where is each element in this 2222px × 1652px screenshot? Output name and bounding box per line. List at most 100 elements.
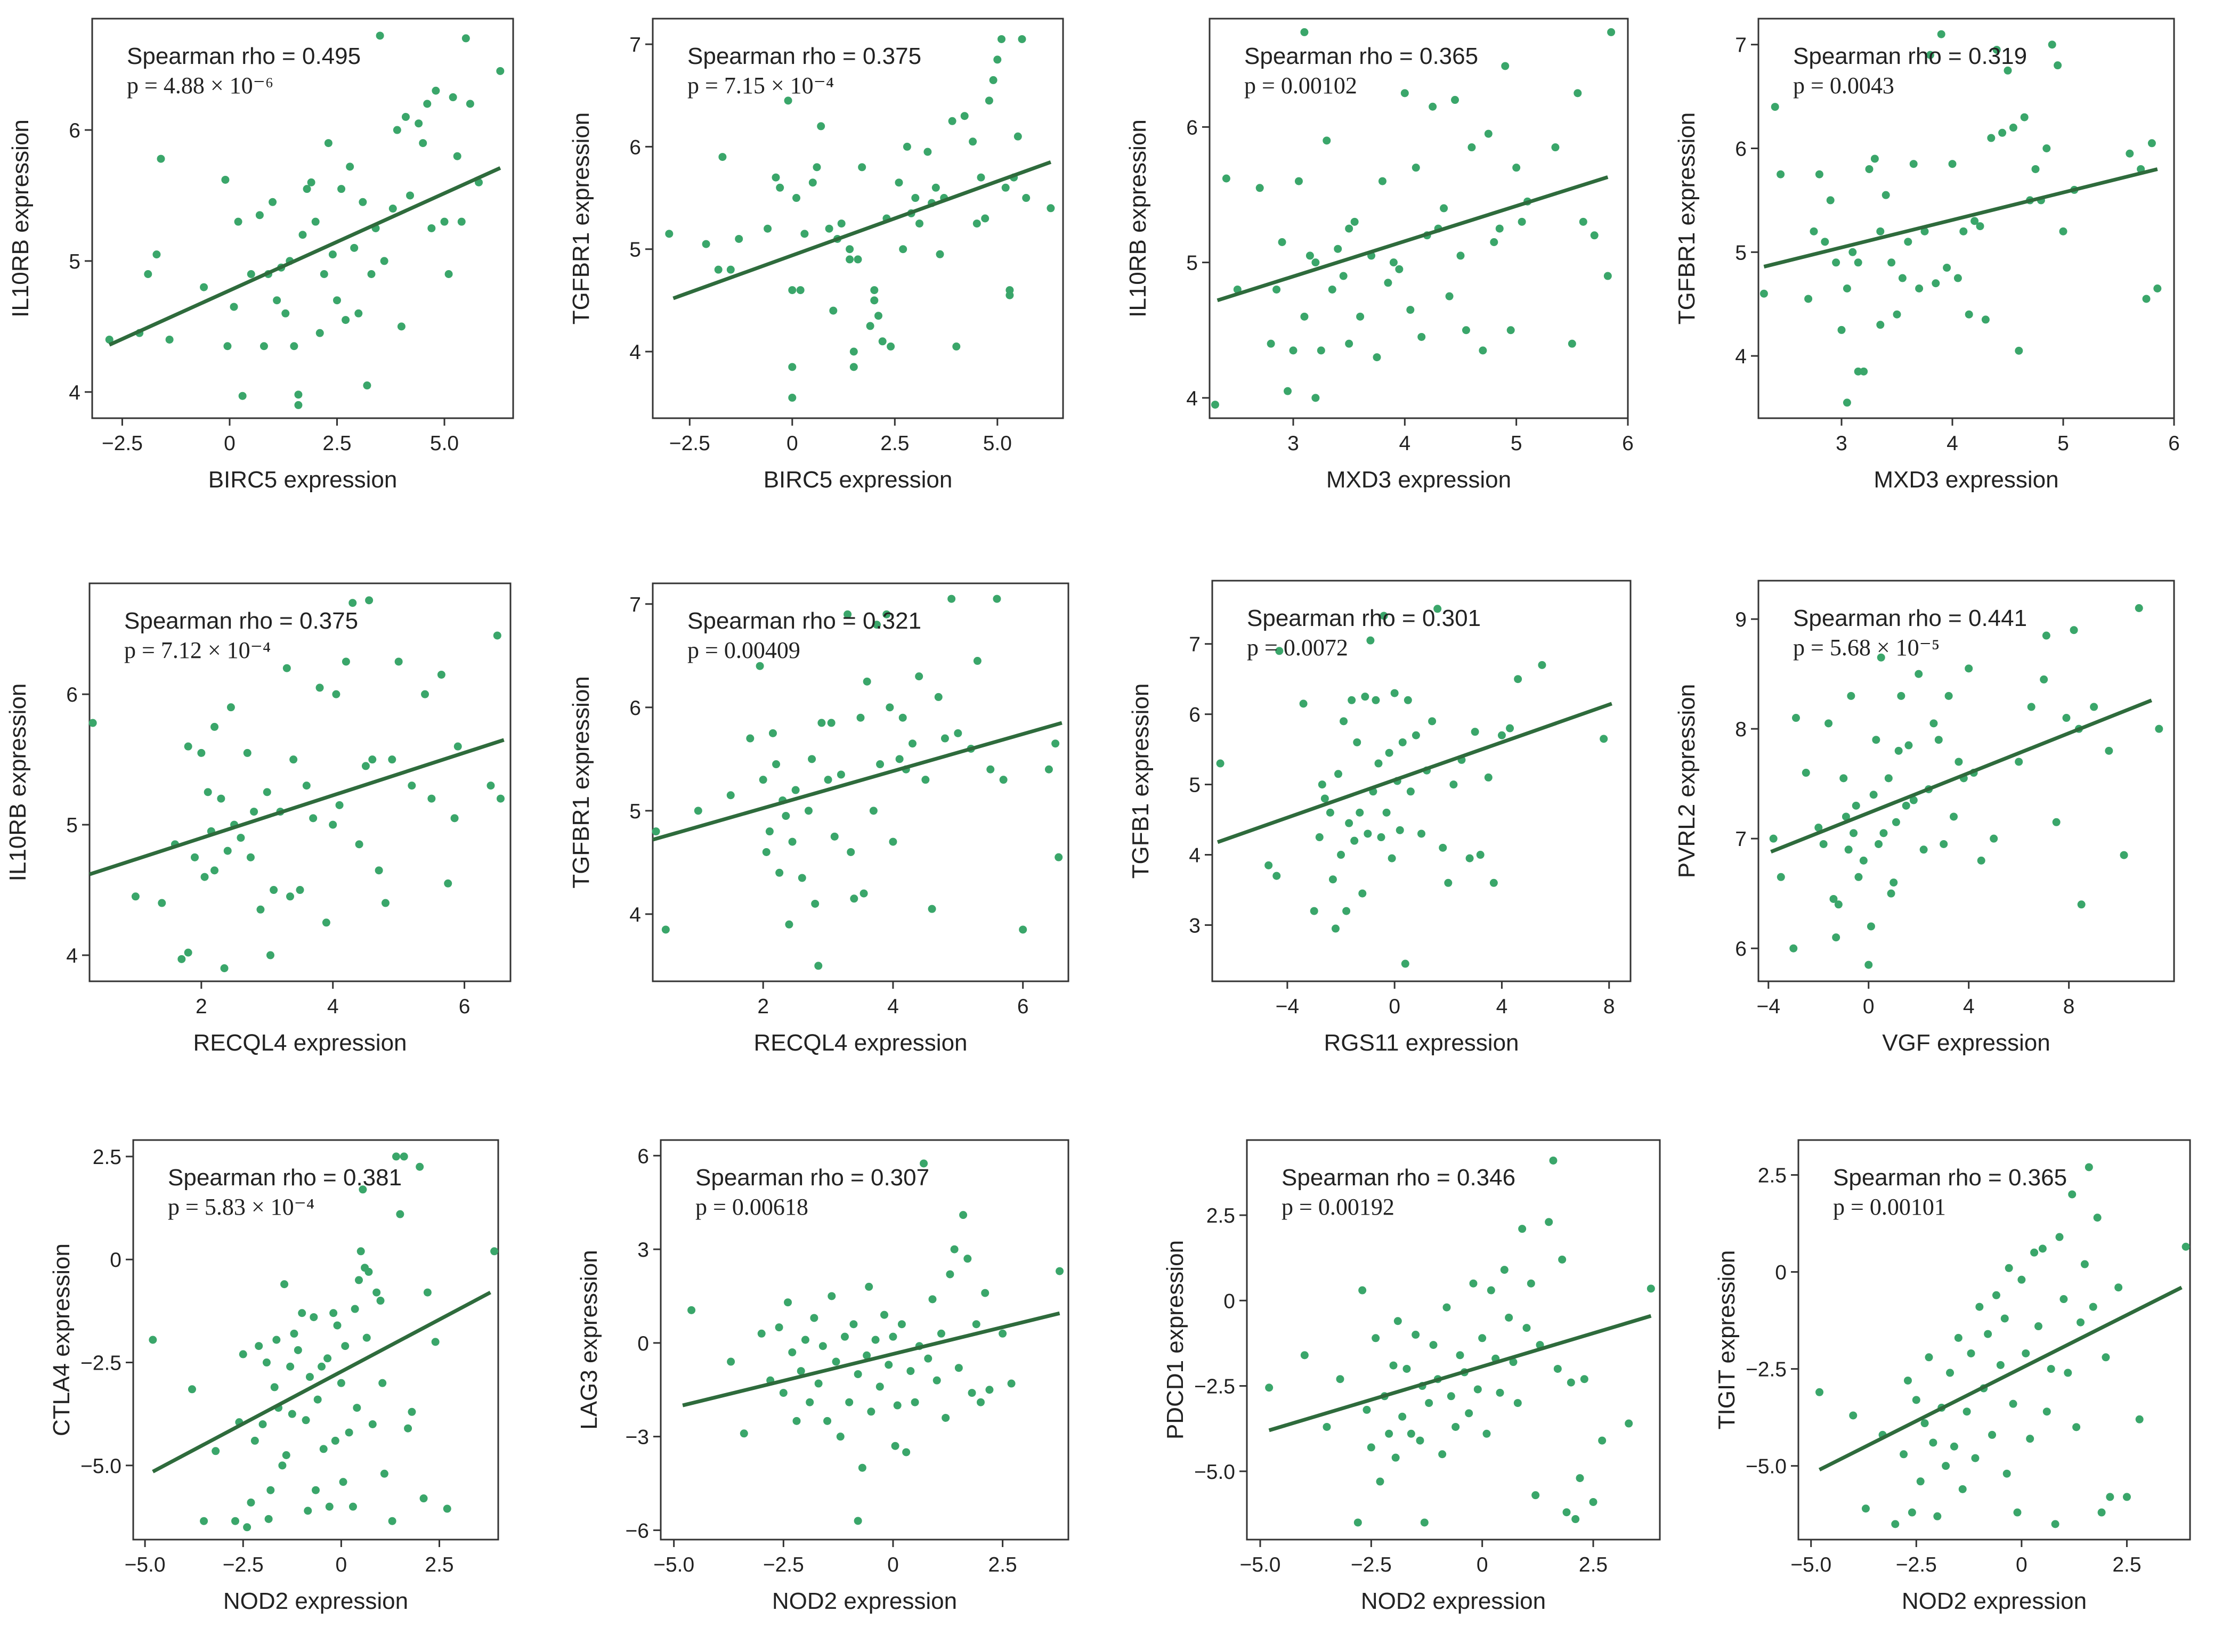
- regression-line: [1217, 175, 1609, 303]
- plot-frame: [1209, 18, 1629, 419]
- data-point: [1837, 325, 1846, 334]
- x-axis-label: RECQL4 expression: [753, 1030, 967, 1056]
- data-point: [1937, 30, 1945, 38]
- data-point: [392, 1152, 400, 1161]
- data-point: [902, 1448, 911, 1456]
- data-point: [238, 392, 247, 400]
- data-point: [2153, 284, 2162, 292]
- x-tick-label: 0: [336, 1553, 347, 1576]
- data-point: [923, 148, 932, 156]
- data-point: [1590, 231, 1599, 240]
- data-point: [1988, 1430, 1997, 1439]
- data-point: [239, 1350, 247, 1358]
- data-point: [1882, 191, 1890, 199]
- y-tick-label: 4: [1735, 345, 1747, 368]
- data-point: [1337, 851, 1345, 859]
- data-point: [1967, 1349, 1975, 1357]
- data-point: [1894, 746, 1903, 755]
- data-point: [2080, 1260, 2089, 1268]
- data-point: [885, 1361, 893, 1369]
- data-point: [920, 1159, 928, 1168]
- x-tick-label: 0: [2016, 1553, 2028, 1576]
- data-point: [1336, 1375, 1344, 1384]
- data-point: [1854, 367, 1862, 376]
- data-point: [849, 347, 858, 356]
- y-tick-label: −5.0: [1194, 1461, 1235, 1484]
- data-point: [1814, 824, 1823, 832]
- data-point: [1506, 724, 1514, 733]
- data-point: [1538, 661, 1546, 669]
- data-point: [2009, 1399, 2017, 1408]
- data-point: [453, 152, 461, 160]
- data-point: [1912, 1396, 1920, 1404]
- data-point: [223, 847, 232, 855]
- data-point: [2042, 144, 2051, 153]
- data-point: [1842, 812, 1850, 821]
- data-point: [2102, 1353, 2110, 1362]
- data-point: [204, 788, 212, 796]
- data-point: [999, 776, 1008, 784]
- data-point: [687, 1306, 696, 1314]
- data-point: [1404, 696, 1412, 704]
- x-tick-label: −5.0: [653, 1553, 694, 1576]
- data-point: [1884, 774, 1893, 783]
- x-tick-label: 2.5: [880, 432, 909, 455]
- data-point: [1377, 833, 1385, 842]
- data-point: [1294, 177, 1303, 185]
- data-point: [899, 245, 907, 254]
- data-point: [880, 1311, 889, 1319]
- x-tick-label: 6: [1017, 995, 1029, 1018]
- data-point: [1372, 696, 1380, 704]
- data-point: [2147, 139, 2156, 148]
- data-point: [1916, 1477, 1925, 1486]
- data-point: [1051, 739, 1060, 748]
- data-point: [973, 657, 982, 665]
- y-tick-label: 0: [110, 1249, 121, 1272]
- data-point: [342, 657, 350, 666]
- data-point: [2017, 1275, 2026, 1284]
- data-point: [2027, 703, 2036, 711]
- data-point: [294, 401, 303, 409]
- data-point: [1393, 1317, 1402, 1325]
- regression-line: [1217, 702, 1612, 844]
- data-point: [1919, 845, 1928, 854]
- data-point: [415, 119, 423, 128]
- data-point: [444, 879, 452, 888]
- data-point: [2042, 631, 2050, 640]
- data-point: [985, 96, 993, 105]
- data-point: [1429, 1341, 1438, 1349]
- data-point: [2051, 1520, 2059, 1528]
- scatter-panel-2: −2.5 0 2.5 5.0 4 5 6 7 BIRC5 expression TGFBR1 ex…: [568, 18, 1064, 493]
- data-point: [1412, 731, 1420, 739]
- data-point: [1965, 310, 1973, 319]
- y-tick-label: 6: [66, 683, 78, 706]
- data-point: [1272, 285, 1281, 294]
- x-axis-label: MXD3 expression: [1874, 467, 2058, 493]
- data-point: [1849, 1411, 1858, 1420]
- data-point: [2097, 1508, 2106, 1517]
- data-point: [891, 1442, 899, 1450]
- data-point: [1984, 1330, 1992, 1338]
- data-point: [1378, 177, 1386, 185]
- data-point: [1447, 1392, 1455, 1401]
- data-point: [993, 595, 1001, 603]
- y-tick-label: 7: [1735, 34, 1747, 57]
- data-point: [294, 1346, 302, 1354]
- data-point: [1326, 808, 1334, 817]
- data-point: [969, 137, 977, 146]
- data-point: [1893, 310, 1901, 319]
- data-point: [779, 1389, 788, 1397]
- data-point: [2093, 1214, 2102, 1222]
- data-point: [1211, 401, 1219, 409]
- data-point: [381, 899, 390, 907]
- data-point: [2072, 1423, 2081, 1431]
- data-point: [1361, 693, 1369, 701]
- data-point: [836, 1433, 845, 1441]
- data-point: [1416, 1436, 1424, 1445]
- data-point: [950, 1245, 959, 1254]
- data-point: [1449, 780, 1458, 789]
- data-point: [200, 873, 209, 881]
- data-point: [775, 868, 784, 877]
- data-point: [872, 621, 881, 629]
- data-point: [775, 1323, 783, 1332]
